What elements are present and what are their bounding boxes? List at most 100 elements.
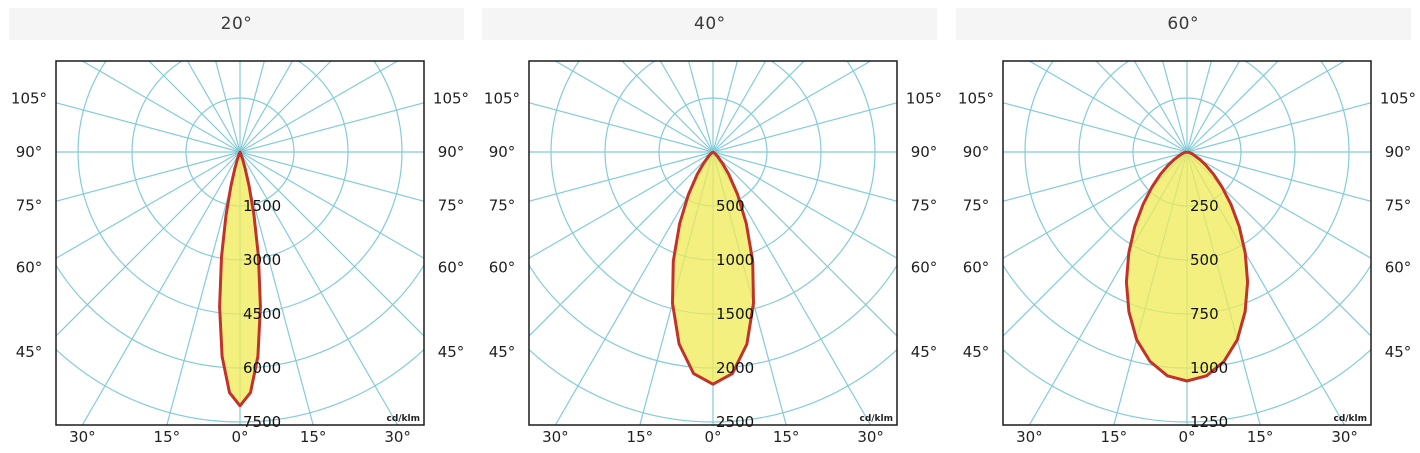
ring-value-label: 6000 — [243, 359, 281, 377]
angle-label-bottom: 30° — [1331, 428, 1358, 446]
grid-ray — [713, 61, 873, 153]
angle-label-right: 90° — [438, 143, 465, 161]
angle-label-right: 75° — [438, 197, 465, 215]
beam-group — [218, 150, 262, 408]
grid-ray — [621, 61, 714, 153]
grid-ray — [186, 61, 241, 153]
angle-label-left: 45° — [962, 343, 989, 361]
units-label: cd/klm — [1333, 414, 1367, 424]
plot-frame — [528, 60, 899, 426]
ring-value-label: 1000 — [1190, 359, 1228, 377]
grid-ray — [660, 61, 714, 153]
angle-label-left: 60° — [489, 258, 516, 276]
angle-label-bottom: 0° — [1178, 428, 1195, 446]
angle-label-left: 45° — [489, 343, 516, 361]
angle-label-right: 60° — [911, 258, 938, 276]
beam-fill — [1126, 152, 1248, 381]
angle-label-bottom: 30° — [542, 428, 569, 446]
angle-label-left: 90° — [16, 143, 43, 161]
polar-chart-40: 105° 105° 90° 90° 75° 75° 60° 60° 45° 45° 30° 15° 0°… — [484, 60, 942, 446]
polar-chart-20: 105° 105° 90° 90° 75° 75° 60° 60° 45° 45° 30° 15° 0°… — [11, 60, 469, 446]
units-label: cd/klm — [386, 414, 420, 424]
ring-value-label: 1000 — [716, 251, 754, 269]
panel-title-60: 60° — [955, 8, 1411, 40]
beam-curve — [1124, 150, 1249, 383]
grid-ray — [239, 61, 266, 153]
grid-ray — [239, 61, 399, 153]
angle-label-right: 105° — [906, 89, 942, 107]
ring-value-label: 750 — [1190, 305, 1219, 323]
angle-label-bottom: 15° — [300, 428, 327, 446]
grid-ray — [712, 61, 739, 153]
grid-ray — [81, 151, 241, 425]
grid-ray — [1186, 61, 1240, 153]
grid-ray — [1186, 61, 1212, 153]
grid-ray — [56, 102, 241, 153]
angle-label-right: 90° — [1384, 143, 1411, 161]
grid-ray — [554, 61, 714, 153]
beam-fill — [219, 152, 261, 406]
angle-label-bottom: 0° — [705, 428, 722, 446]
grid-ray — [239, 151, 424, 202]
angle-label-left: 45° — [16, 343, 43, 361]
angle-label-left: 75° — [489, 197, 516, 215]
grid-ray — [239, 151, 399, 425]
grid-ray — [712, 151, 872, 425]
angle-label-right: 75° — [911, 197, 938, 215]
ring-value-label: 250 — [1190, 197, 1219, 215]
ring-value-label: 2000 — [716, 359, 754, 377]
grid-ray — [1186, 61, 1346, 153]
angle-label-right: 105° — [433, 89, 469, 107]
grid-ray — [81, 61, 241, 153]
grid-ray — [1094, 61, 1188, 153]
plot-frame — [1001, 60, 1372, 426]
grid-ray — [239, 61, 294, 153]
panel-title-40: 40° — [482, 8, 938, 40]
grid-ray — [239, 151, 424, 337]
units-label: cd/klm — [860, 414, 894, 424]
beam-group — [671, 150, 756, 386]
angle-label-right: 75° — [1384, 197, 1411, 215]
panel-beam-20: 20° 105° 105° 90° 90° 75° 75° 60° 60° 45° 45° 30° 1… — [0, 0, 473, 453]
angle-label-left: 105° — [11, 89, 47, 107]
grid-ray — [529, 151, 714, 259]
ring-value-label: 2500 — [716, 413, 754, 431]
angle-label-bottom: 30° — [1016, 428, 1043, 446]
grid-ray — [239, 151, 314, 425]
ring-value-label: 500 — [1190, 251, 1219, 269]
grid-ray — [529, 102, 714, 153]
grid-ray — [56, 151, 241, 259]
angle-label-right: 45° — [438, 343, 465, 361]
ring-value-label: 500 — [716, 197, 745, 215]
angle-label-bottom: 0° — [231, 428, 248, 446]
grid-ray — [1186, 151, 1371, 337]
grid-ray — [555, 151, 714, 425]
angle-label-bottom: 15° — [773, 428, 800, 446]
angle-label-left: 60° — [962, 258, 989, 276]
grid-ray — [56, 151, 241, 202]
grid-ray — [712, 151, 898, 337]
angle-label-right: 60° — [1384, 258, 1411, 276]
beam-curve — [218, 150, 262, 408]
grid-ray — [712, 61, 806, 153]
grid-ray — [1027, 61, 1187, 153]
angle-label-right: 45° — [911, 343, 938, 361]
grid-ray — [1002, 151, 1188, 337]
panel-title-20: 20° — [9, 8, 464, 40]
angle-label-left: 60° — [16, 258, 43, 276]
grid-ray — [1186, 151, 1371, 202]
ring-value-label: 1250 — [1190, 413, 1228, 431]
grid-ray — [1002, 102, 1187, 153]
grid-ray — [239, 151, 424, 259]
angle-label-left: 105° — [484, 89, 520, 107]
angle-label-right: 90° — [911, 143, 938, 161]
panel-beam-40: 40° 105° 105° 90° 90° 75° 75° 60° 60° 45° 45° 30° 1… — [473, 0, 946, 453]
grid-ray — [1186, 61, 1279, 153]
ring-value-label: 3000 — [243, 251, 281, 269]
grid-ray — [529, 151, 714, 202]
grid-ray — [239, 102, 424, 153]
angle-label-right: 60° — [438, 258, 465, 276]
angle-label-left: 75° — [16, 197, 43, 215]
grid-ray — [166, 151, 241, 425]
